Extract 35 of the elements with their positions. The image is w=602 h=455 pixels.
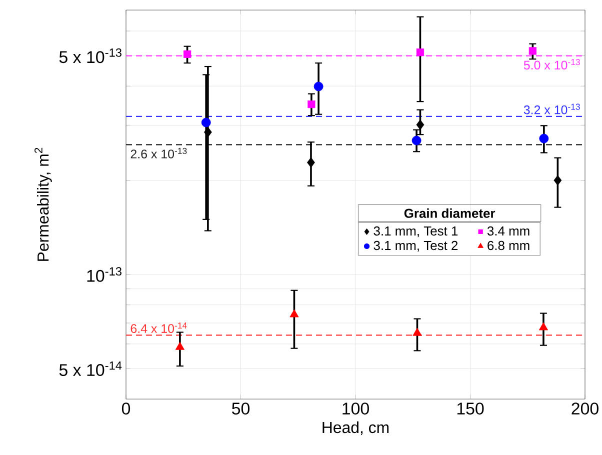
point: [290, 309, 299, 318]
point: [538, 322, 548, 330]
point: [201, 118, 211, 128]
point: [314, 82, 324, 92]
legend-title: Grain diameter: [404, 208, 496, 218]
point: [416, 48, 424, 56]
point: [204, 126, 212, 138]
x-tick-label: 150: [457, 402, 484, 415]
legend-label: 3.4 mm: [487, 226, 530, 236]
point: [412, 136, 422, 146]
x-tick-label: 50: [232, 402, 250, 415]
legend-label: 3.1 mm, Test 2: [374, 240, 458, 252]
legend-label: 6.8 mm: [488, 240, 530, 250]
y-tick-label: 5 x 10$^{-13}$: [59, 48, 122, 64]
ref-line-label: 6.4 x 10$^{-14}$: [130, 322, 187, 333]
point: [528, 47, 536, 55]
point: [539, 134, 549, 144]
point: [307, 157, 315, 168]
x-tick-label: 200: [572, 402, 598, 415]
point: [308, 100, 316, 108]
x-tick-label: 0: [122, 402, 130, 415]
point: [554, 175, 562, 186]
ref-line-label: 5.0 x 10$^{-13}$: [524, 58, 580, 70]
ref-line-label: 3.2 x 10$^{-13}$: [524, 104, 580, 114]
legend-label: 3.1 mm, Test 1: [374, 226, 458, 238]
y-tick-label: 5 x 10$^{-14}$: [59, 361, 122, 376]
point: [412, 328, 422, 336]
x-tick-label: 100: [342, 402, 369, 415]
ref-line-label: 2.6 x 10$^{-13}$: [130, 148, 187, 158]
point: [183, 50, 192, 58]
point: [416, 120, 424, 130]
point: [175, 342, 184, 350]
y-axis-title: Permeability, m$^{2}$: [34, 148, 52, 261]
x-axis-title: Head, cm: [322, 421, 389, 435]
y-tick-label: 10$^{-13}$: [87, 267, 122, 282]
